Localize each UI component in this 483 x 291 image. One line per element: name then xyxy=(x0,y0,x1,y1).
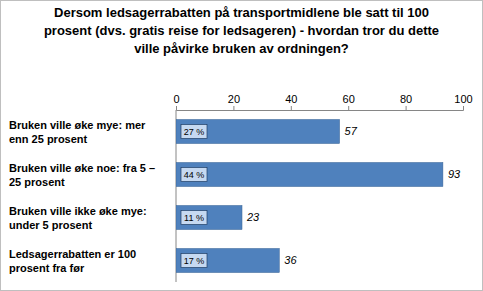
tick: 20 xyxy=(228,93,240,110)
chart: Dersom ledsagerrabatten på transportmidl… xyxy=(0,0,483,291)
x-axis-line xyxy=(177,106,464,111)
percent-box xyxy=(181,168,207,182)
percent-box xyxy=(181,211,207,225)
category-label: Bruken ville ikke øke mye:under 5 prosen… xyxy=(9,205,147,231)
tick-mark xyxy=(233,106,234,110)
tick-mark xyxy=(406,106,407,110)
tick-mark xyxy=(348,106,349,110)
tick-mark xyxy=(291,106,292,110)
tick: 0 xyxy=(173,93,179,110)
data-label: 93 xyxy=(448,168,461,180)
bar xyxy=(176,205,242,229)
title: Dersom ledsagerrabatten på transportmidl… xyxy=(44,5,439,56)
tick-label: 100 xyxy=(454,93,472,105)
tick-mark xyxy=(463,106,464,110)
percent-box xyxy=(181,254,207,268)
percent-box-group: 27 % xyxy=(181,125,207,139)
percent-box-group: 44 % xyxy=(181,168,207,182)
category-label: Bruken ville øke noe: fra 5 –25 prosent xyxy=(9,162,155,188)
tick: 100 xyxy=(454,93,472,110)
bar xyxy=(176,162,443,186)
tick-mark xyxy=(176,106,177,110)
bar xyxy=(176,248,279,272)
tick-label: 80 xyxy=(400,93,412,105)
tick-label: 20 xyxy=(228,93,240,105)
bars xyxy=(176,119,443,272)
bar xyxy=(176,119,340,143)
percent-label: 27 % xyxy=(184,127,205,137)
x-axis: 0 20 40 60 80 100 xyxy=(173,93,472,111)
tick-label: 60 xyxy=(343,93,355,105)
percent-label: 17 % xyxy=(184,256,205,266)
category-label: Ledsagerrabatten er 100prosent fra før xyxy=(9,248,136,274)
tick: 40 xyxy=(285,93,297,110)
data-label: 36 xyxy=(284,254,297,266)
data-label: 57 xyxy=(345,125,358,137)
tick-label: 40 xyxy=(285,93,297,105)
percent-box-group: 11 % xyxy=(181,211,207,225)
data-label: 23 xyxy=(246,211,260,223)
plot: 0 20 40 60 80 100 57 93 23 36 27 % 44 % 11 % 17 % xyxy=(173,93,472,282)
category-label: Bruken ville øke mye: merenn 25 prosent xyxy=(9,119,146,145)
percent-box-group: 17 % xyxy=(181,254,207,268)
tick: 80 xyxy=(400,93,412,110)
percent-box xyxy=(181,125,207,139)
tick: 60 xyxy=(343,93,355,110)
percent-label: 44 % xyxy=(184,170,205,180)
chart-border xyxy=(1,1,483,291)
tick-label: 0 xyxy=(173,93,179,105)
percent-label: 11 % xyxy=(184,213,204,223)
